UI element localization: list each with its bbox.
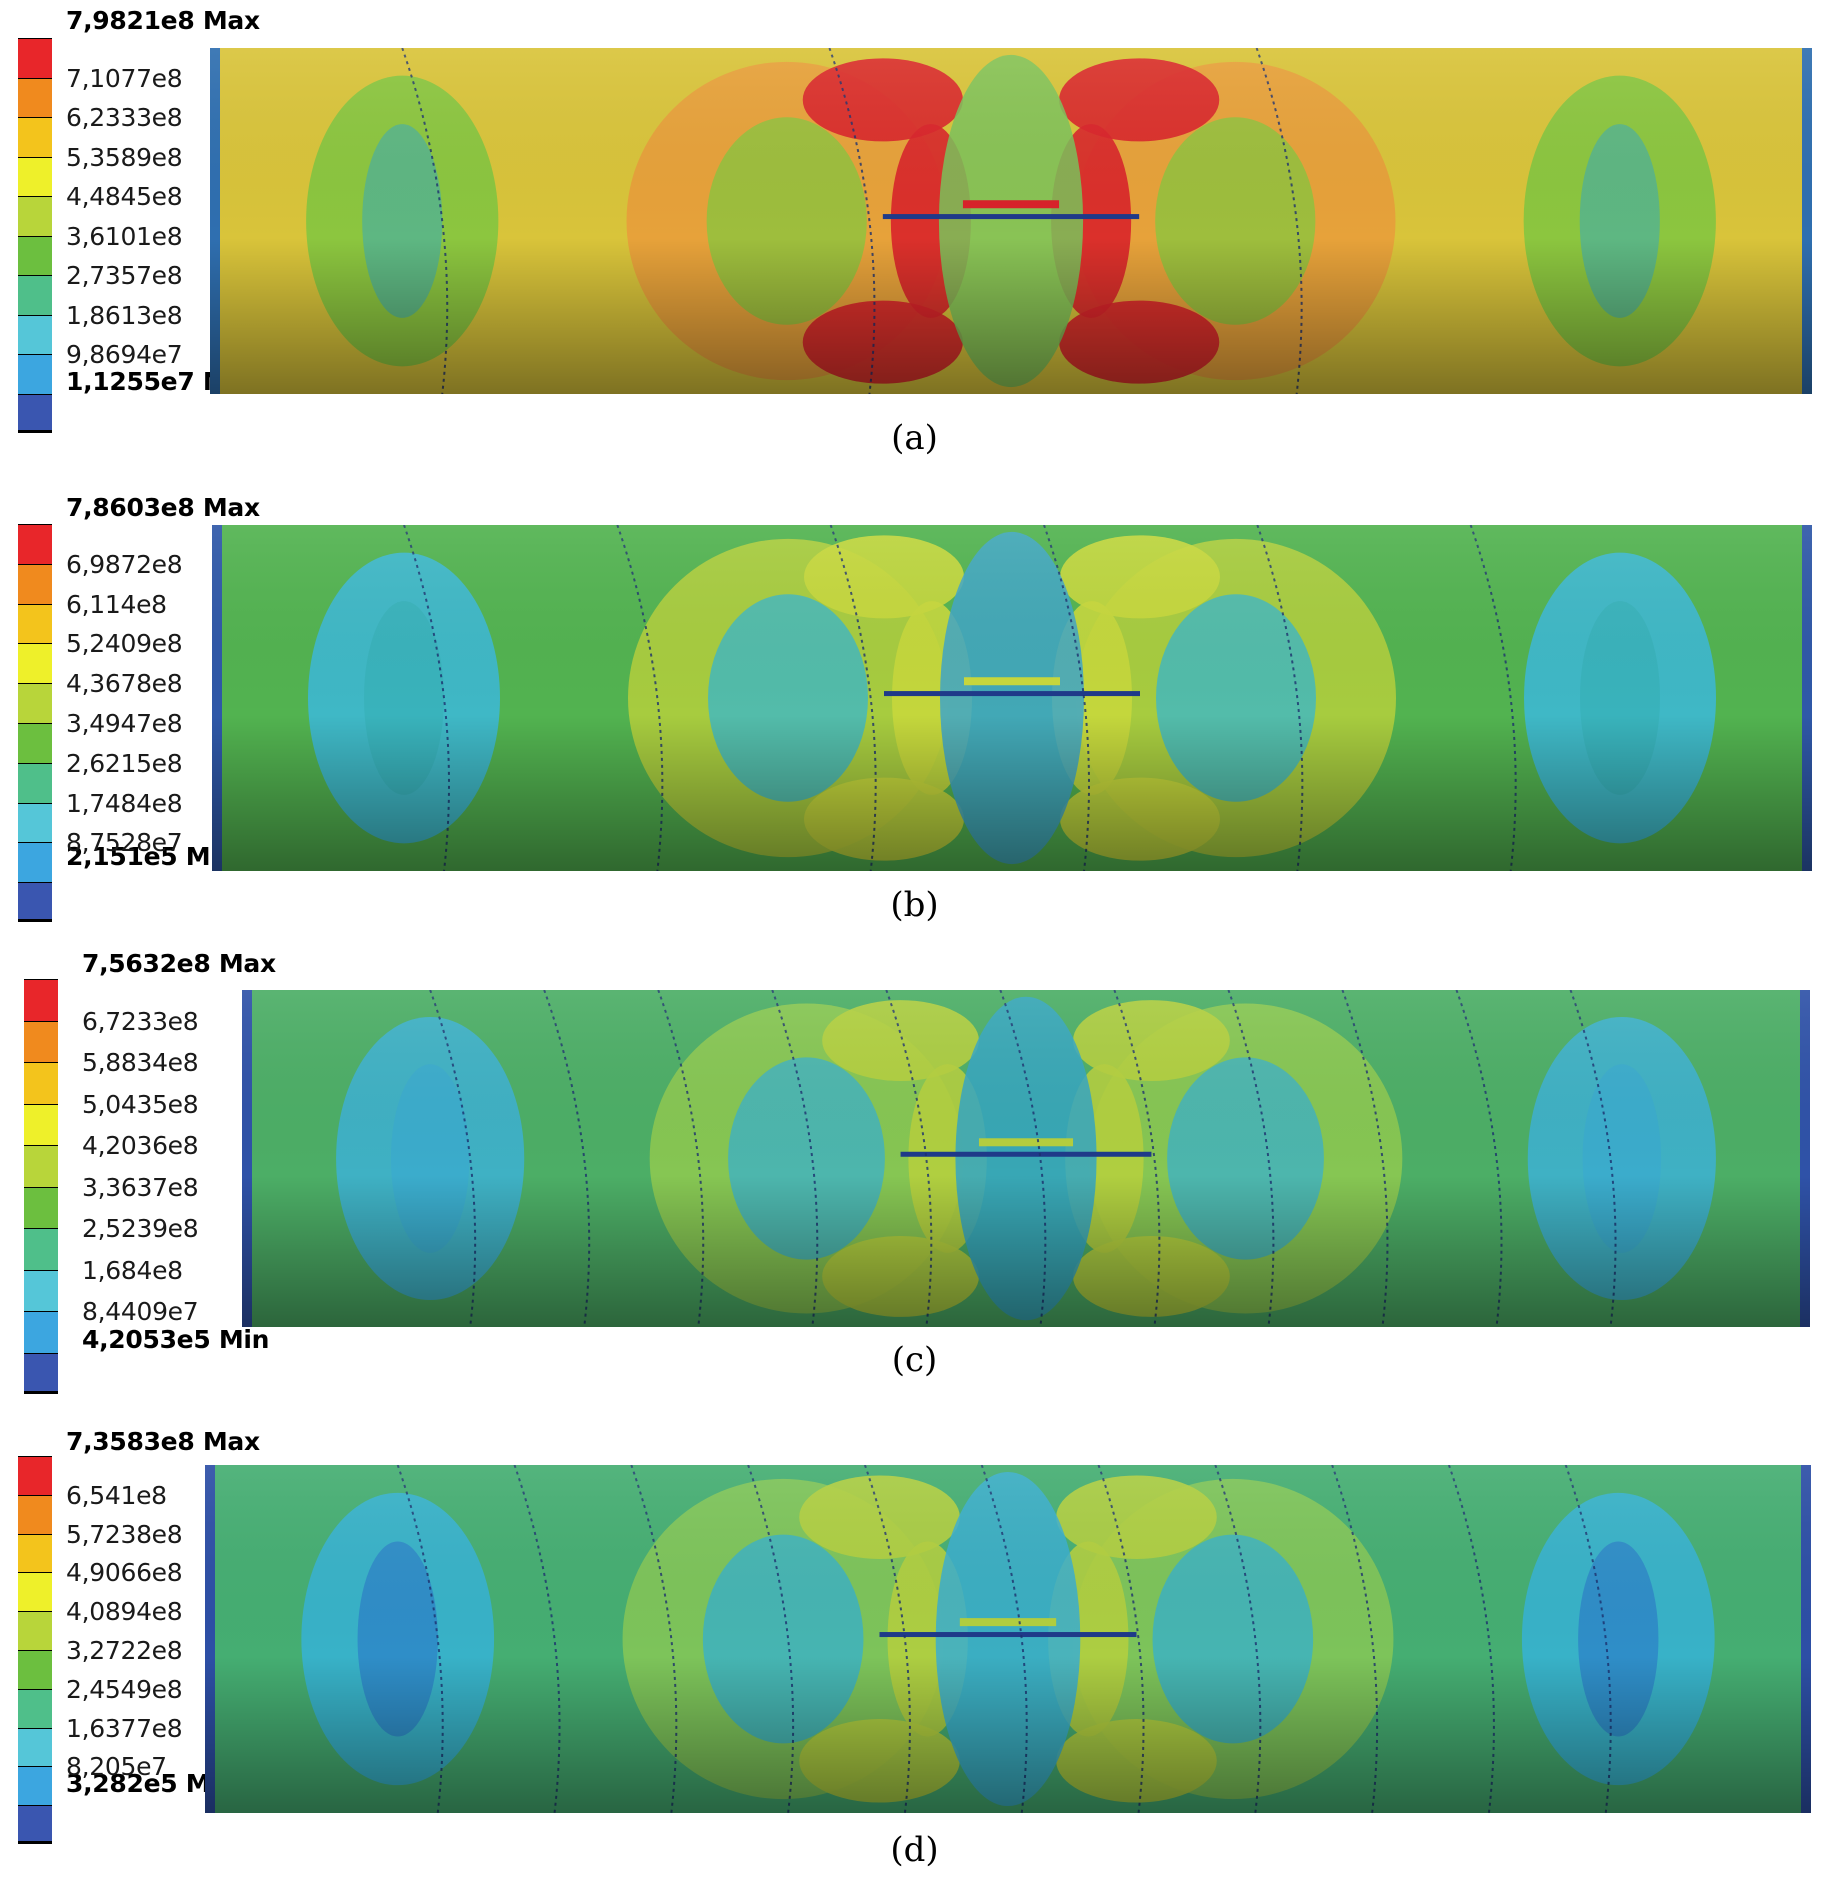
legend-level-label: 6,114e8 (66, 589, 167, 619)
legend-level-label: 8,205e7 (66, 1752, 167, 1782)
legend-swatch (18, 1572, 52, 1612)
legend-level-label: 6,9872e8 (66, 549, 183, 579)
legend-level-label: 5,0435e8 (82, 1089, 199, 1119)
legend-level-label: 8,4409e7 (82, 1297, 199, 1326)
legend-swatch (18, 643, 52, 684)
legend-swatch (24, 1020, 58, 1062)
panel-a: 7,9821e8 Max 1,1255e7 Min 7,1077e8 6,2333… (0, 0, 1829, 458)
legend-swatch (18, 524, 52, 564)
legend-level-label: 2,4549e8 (66, 1674, 183, 1704)
stress-contour-cylinder (205, 1465, 1811, 1813)
legend-swatch (24, 1311, 58, 1353)
legend-swatch (18, 77, 52, 117)
legend-level-label: 9,8694e7 (66, 340, 183, 369)
legend-swatch (18, 1533, 52, 1573)
legend-swatch (18, 1611, 52, 1650)
legend-max-label: 7,3583e8 Max (66, 1427, 260, 1456)
legend-level-label: 6,541e8 (66, 1480, 167, 1510)
legend-swatch (18, 196, 52, 236)
legend-swatch (18, 314, 52, 354)
stress-contour-cylinder (210, 48, 1812, 394)
legend-min-label: 4,2053e5 Min (82, 1325, 270, 1354)
legend-level-label: 7,1077e8 (66, 63, 183, 93)
legend-level-label: 3,2722e8 (66, 1636, 183, 1665)
legend-level-label: 6,2333e8 (66, 103, 183, 132)
legend-swatch (18, 1494, 52, 1534)
legend-swatch (24, 1269, 58, 1311)
legend-swatch (18, 235, 52, 275)
panel-c: 7,5632e8 Max 4,2053e5 Min 6,7233e8 5,8834… (0, 945, 1829, 1394)
legend-swatch (18, 802, 52, 843)
stress-contour-cylinder (212, 525, 1812, 871)
legend-swatch (18, 117, 52, 157)
legend-swatch (18, 275, 52, 315)
legend-swatch (24, 1103, 58, 1145)
panel-b: 7,8603e8 Max 2,151e5 Min 6,9872e8 6,114e8… (0, 480, 1829, 925)
legend-level-label: 2,7357e8 (66, 261, 183, 290)
legend-swatch (24, 979, 58, 1021)
legend-level-label: 3,6101e8 (66, 221, 183, 251)
legend-swatch (24, 1145, 58, 1187)
legend-level-label: 1,6377e8 (66, 1713, 183, 1743)
legend-swatch (24, 1186, 58, 1228)
legend-swatch (18, 882, 52, 922)
legend-level-label: 3,3637e8 (82, 1172, 199, 1202)
legend-level-label: 8,7528e7 (66, 828, 183, 858)
legend-swatch (18, 603, 52, 644)
legend-level-label: 4,2036e8 (82, 1131, 199, 1160)
legend-max-label: 7,8603e8 Max (66, 493, 260, 522)
legend-level-label: 1,8613e8 (66, 300, 183, 330)
legend-level-label: 4,4845e8 (66, 182, 183, 211)
legend-swatch (18, 1766, 52, 1806)
legend-level-label: 1,7484e8 (66, 788, 183, 818)
figure-caption: (d) (890, 1830, 939, 1870)
legend-swatch (18, 1688, 52, 1728)
figure-caption: (a) (891, 418, 938, 458)
legend-swatch (18, 723, 52, 763)
stress-contour-cylinder (242, 990, 1810, 1327)
legend-level-label: 5,3589e8 (66, 142, 183, 172)
legend-swatch (18, 1727, 52, 1767)
legend-swatch (18, 1805, 52, 1844)
legend-level-label: 5,8834e8 (82, 1048, 199, 1077)
legend-level-label: 4,3678e8 (66, 669, 183, 699)
legend-swatch (18, 683, 52, 723)
legend-level-label: 2,5239e8 (82, 1214, 199, 1243)
legend-level-label: 4,9066e8 (66, 1558, 183, 1588)
legend-swatch (18, 156, 52, 196)
legend-swatch (18, 762, 52, 803)
figure-caption: (b) (890, 885, 939, 925)
legend-level-label: 1,684e8 (82, 1255, 183, 1285)
panel-d: 7,3583e8 Max 3,282e5 Min 6,541e8 5,7238e8… (0, 1418, 1829, 1879)
legend-swatch (18, 393, 52, 433)
legend-level-label: 4,0894e8 (66, 1597, 183, 1627)
legend-level-label: 5,7238e8 (66, 1519, 183, 1549)
figure-caption: (c) (891, 1340, 938, 1380)
legend-swatch (24, 1062, 58, 1104)
legend-max-label: 7,9821e8 Max (66, 6, 260, 35)
legend-max-label: 7,5632e8 Max (82, 949, 276, 978)
legend-swatch (18, 354, 52, 394)
legend-swatch (18, 38, 52, 78)
legend-swatch (18, 1650, 52, 1689)
legend-swatch (24, 1352, 58, 1394)
legend-swatch (18, 842, 52, 883)
legend-level-label: 3,4947e8 (66, 709, 183, 738)
legend-level-label: 5,2409e8 (66, 629, 183, 659)
legend-swatch (18, 1456, 52, 1495)
legend-level-label: 2,6215e8 (66, 748, 183, 778)
legend-swatch (18, 563, 52, 604)
legend-level-label: 6,7233e8 (82, 1006, 199, 1036)
legend-swatch (24, 1228, 58, 1270)
legend-min-label: 2,151e5 Min (66, 842, 237, 871)
